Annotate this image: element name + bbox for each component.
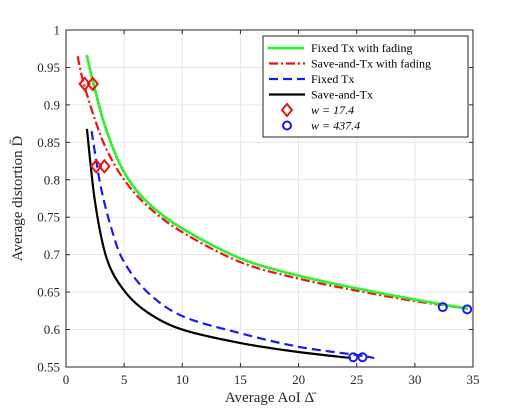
x-tick-label: 25 <box>350 372 363 387</box>
circle-marker <box>437 302 448 313</box>
x-tick-label: 0 <box>63 372 70 387</box>
legend-circle-marker <box>282 120 292 131</box>
legend-label: w = 437.4 <box>311 119 360 133</box>
legend-diamond-marker <box>280 102 294 118</box>
y-tick-label: 0.7 <box>44 247 61 262</box>
y-tick-label: 0.8 <box>44 172 60 187</box>
y-axis-title: Average distortion D̄ <box>10 136 26 262</box>
y-tick-label: 1 <box>54 23 61 38</box>
series-line-save-and-tx <box>85 128 352 360</box>
ticks: 0 5 10 15 20 25 30 35 0.55 0.6 0.65 0.7 0.75 0.8 0.85 0… <box>37 23 479 388</box>
diamond-marker <box>89 158 103 174</box>
x-tick-label: 5 <box>121 372 128 387</box>
legend: Fixed Tx with fading Save-and-Tx with fad… <box>262 35 469 138</box>
circle-marker <box>348 352 359 363</box>
x-tick-label: 20 <box>292 372 305 387</box>
series-layer <box>76 54 469 360</box>
y-tick-label: 0.55 <box>37 360 60 375</box>
y-tick-label: 0.6 <box>44 322 61 337</box>
x-tick-label: 30 <box>408 372 421 387</box>
diamond-marker <box>98 158 111 174</box>
x-tick-label: 35 <box>467 372 480 387</box>
x-tick-label: 15 <box>234 372 247 387</box>
plot-frame <box>65 29 474 368</box>
y-tick-label: 0.9 <box>44 97 60 112</box>
x-axis-title: Average AoI Δ̄ <box>225 390 317 406</box>
series-line-save-and-tx-with-fading <box>76 55 468 310</box>
y-tick-label: 0.85 <box>37 135 60 150</box>
marker-layer <box>78 76 473 363</box>
legend-label: Save-and-Tx <box>311 88 373 102</box>
legend-box <box>262 35 469 138</box>
legend-label: w = 17.4 <box>311 103 354 117</box>
series-line-fixed-tx <box>90 130 375 360</box>
legend-label: Fixed Tx <box>311 72 354 86</box>
y-tick-label: 0.95 <box>37 60 60 75</box>
circle-marker <box>462 304 473 315</box>
diamond-marker <box>86 76 100 92</box>
y-tick-label: 0.75 <box>37 210 60 225</box>
legend-label: Save-and-Tx with fading <box>311 57 431 71</box>
legend-label: Fixed Tx with fading <box>311 41 412 55</box>
x-tick-label: 10 <box>176 372 189 387</box>
y-tick-label: 0.65 <box>37 285 60 300</box>
series-line-fixed-tx-with-fading <box>85 54 469 311</box>
circle-marker <box>357 352 368 363</box>
diamond-marker <box>78 76 91 92</box>
